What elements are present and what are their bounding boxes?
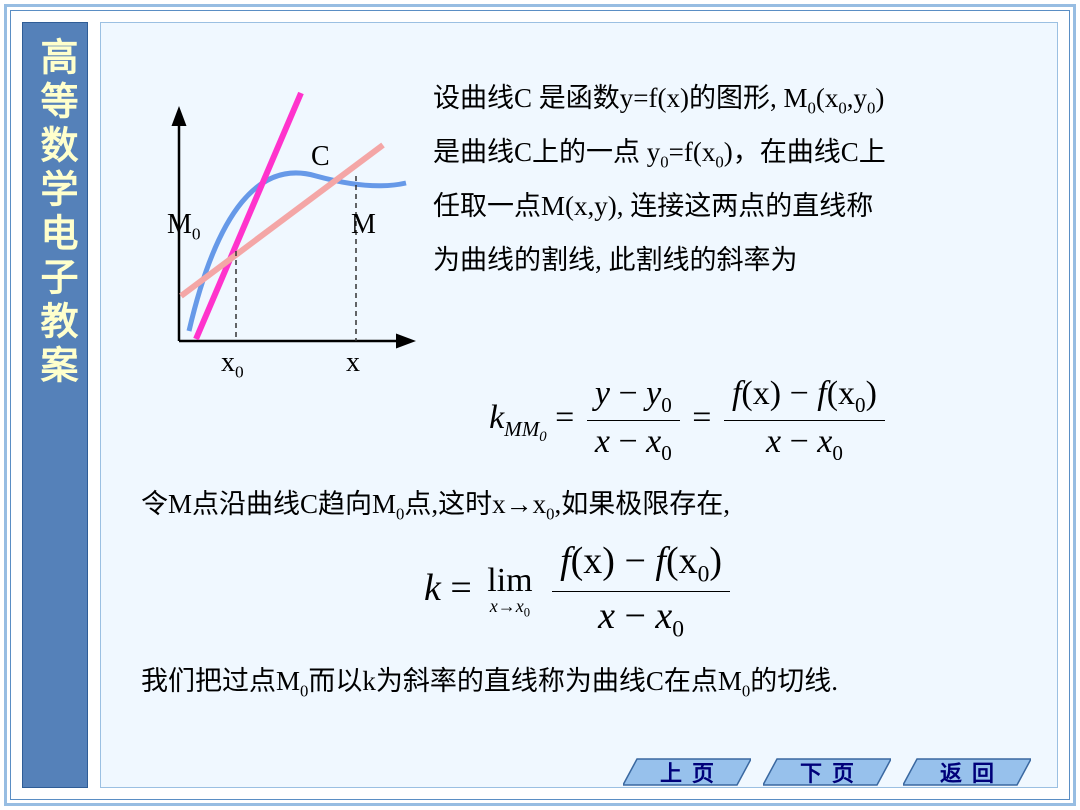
paragraph-3: 我们把过点M0而以k为斜率的直线称为曲线C在点M0的切线. (141, 657, 1017, 707)
sidebar: 高等数学电子教案 (22, 22, 88, 788)
label-x0: x0 (221, 347, 244, 383)
back-button[interactable]: 返回 (903, 757, 1031, 787)
label-C: C (311, 141, 330, 173)
next-button[interactable]: 下页 (763, 757, 891, 787)
label-M: M (351, 209, 376, 241)
secant-diagram: C M0 M x0 x (141, 71, 421, 371)
prev-button[interactable]: 上页 (623, 757, 751, 787)
content-panel: C M0 M x0 x 设曲线C 是函数y=f(x)的图形, M0(x0,y0)… (100, 22, 1058, 788)
equation-limit: k = lim x→x0 f(x) − f(x0) x − x0 (141, 539, 1017, 643)
sidebar-title: 高等数学电子教案 (36, 37, 74, 389)
paragraph-1: 设曲线C 是函数y=f(x)的图形, M0(x0,y0) 是曲线C上的一点 y0… (433, 71, 1017, 371)
label-M0: M0 (167, 209, 201, 245)
paragraph-2: 令M点沿曲线C趋向M0点,这时x→x0,如果极限存在, (141, 480, 1017, 530)
nav-buttons: 上页 下页 返回 (623, 757, 1031, 787)
equation-slope: kMM0 = y − y0 x − x0 = f(x) − f(x0) x − … (141, 375, 1017, 466)
label-x: x (346, 347, 360, 379)
